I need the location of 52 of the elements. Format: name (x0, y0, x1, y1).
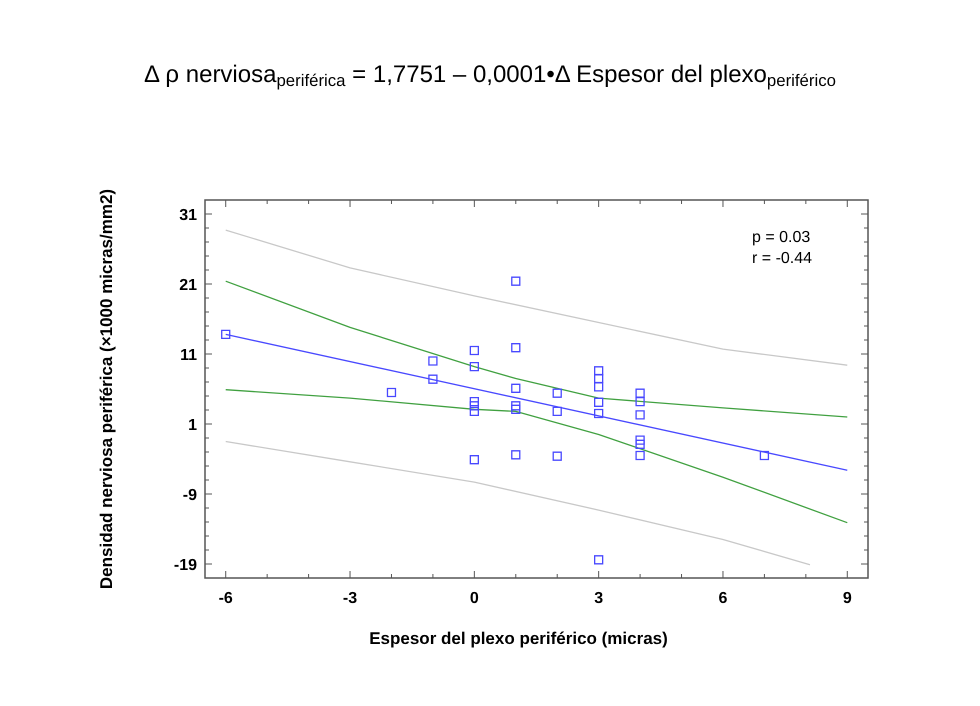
chart-title: Δ ρ nerviosa$_{periférica}$ = 1,7751 – 0,0001•Δ Espesor del plexo$_{periférico}$ (144, 61, 836, 90)
point (428, 356, 438, 366)
point (386, 388, 396, 398)
point (552, 388, 562, 398)
annotation: r = -0.44 (752, 250, 812, 267)
point (511, 343, 520, 352)
point (635, 410, 645, 420)
point (635, 440, 645, 449)
y-tick-label: -9 (182, 487, 198, 504)
point (221, 330, 230, 340)
x-tick-label: -3 (342, 590, 358, 607)
point (594, 374, 604, 384)
y-axis-title: Densidad nerviosa periférica (×1000 micras/mm2) (97, 188, 116, 590)
y-tick-label: 31 (179, 207, 198, 224)
line-series (225, 229, 848, 366)
point (635, 435, 645, 445)
point (594, 366, 604, 376)
x-tick-label: -6 (218, 590, 233, 607)
y-tick-label: 11 (180, 347, 198, 364)
x-tick-label: 9 (842, 590, 852, 607)
point (635, 450, 645, 460)
x-tick-label: 6 (718, 590, 728, 607)
line-series (225, 440, 811, 566)
y-tick-label: -19 (174, 557, 198, 574)
x-axis-title: Espesor del plexo periférico (micras) (369, 629, 668, 648)
annotation: p = 0.03 (752, 229, 810, 246)
point (470, 455, 479, 464)
line-series (225, 389, 848, 524)
point (470, 396, 479, 406)
point (511, 276, 520, 286)
x-tick-label: 3 (594, 590, 604, 607)
point (594, 555, 604, 564)
point (760, 450, 770, 460)
point (511, 404, 520, 414)
y-tick-label: 1 (188, 417, 198, 434)
point (428, 374, 438, 384)
point (470, 362, 479, 372)
x-tick-label: 0 (470, 590, 479, 607)
point (552, 406, 562, 416)
point (470, 346, 479, 356)
point (594, 398, 604, 407)
point (594, 382, 604, 392)
point (470, 406, 479, 416)
point (511, 401, 520, 410)
point (511, 450, 520, 460)
point (511, 384, 520, 393)
line-series (225, 280, 848, 418)
point (552, 452, 562, 461)
y-tick-label: 21 (179, 277, 198, 294)
point (594, 408, 604, 418)
point (635, 396, 645, 406)
point (635, 388, 645, 398)
